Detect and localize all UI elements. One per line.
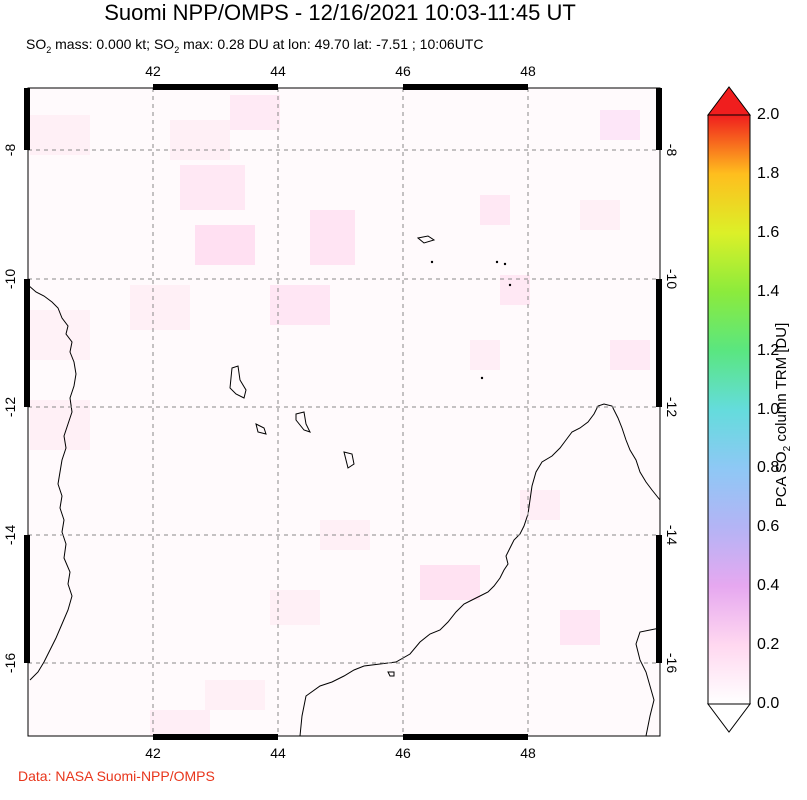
lat-label-right-14: -14 — [664, 525, 680, 545]
colorbar-tick-9: 1.8 — [757, 165, 780, 182]
lat-label-left-10: -10 — [2, 269, 18, 289]
lon-label-top-42: 42 — [145, 63, 161, 79]
colorbar-tick-4: 0.8 — [757, 459, 780, 476]
map-title: Suomi NPP/OMPS - 12/16/2021 10:03-11:45 … — [104, 0, 576, 25]
lat-label-left-12: -12 — [2, 397, 18, 417]
map-subtitle: SO2 mass: 0.000 kt; SO2 max: 0.28 DU at … — [26, 36, 484, 55]
lat-label-right-8: -8 — [664, 144, 680, 157]
lon-label-top-46: 46 — [395, 63, 411, 79]
lon-label-top-44: 44 — [270, 63, 286, 79]
colorbar-tick-2: 0.4 — [757, 577, 780, 594]
colorbar-min-arrow — [707, 703, 751, 733]
lat-label-right-16: -16 — [664, 653, 680, 673]
data-credit: Data: NASA Suomi-NPP/OMPS — [18, 768, 215, 784]
lon-label-bottom-46: 46 — [395, 745, 411, 761]
lon-label-top-48: 48 — [520, 63, 536, 79]
colorbar-tick-8: 1.6 — [757, 224, 780, 241]
colorbar-tick-7: 1.4 — [757, 283, 780, 300]
graticule — [28, 88, 660, 736]
colorbar-tick-1: 0.2 — [757, 636, 780, 653]
lon-label-bottom-48: 48 — [520, 745, 536, 761]
lat-label-left-8: -8 — [2, 144, 18, 157]
colorbar-tick-3: 0.6 — [757, 518, 780, 535]
colorbar-tick-10: 2.0 — [757, 106, 780, 123]
small-islands — [430, 260, 512, 380]
so2-field — [28, 88, 660, 736]
lat-label-left-14: -14 — [2, 525, 18, 545]
colorbar-max-arrow — [707, 86, 751, 116]
colorbar-tick-0: 0.0 — [757, 695, 780, 712]
colorbar — [707, 86, 751, 733]
lat-label-right-12: -12 — [664, 397, 680, 417]
lat-label-left-16: -16 — [2, 653, 18, 673]
map-frame — [24, 84, 662, 740]
colorbar-tick-5: 1.0 — [757, 401, 780, 418]
colorbar-gradient — [707, 114, 751, 705]
colorbar-tick-6: 1.2 — [757, 342, 780, 359]
lat-label-right-10: -10 — [664, 269, 680, 289]
lon-label-bottom-42: 42 — [145, 745, 161, 761]
lon-label-bottom-44: 44 — [270, 745, 286, 761]
